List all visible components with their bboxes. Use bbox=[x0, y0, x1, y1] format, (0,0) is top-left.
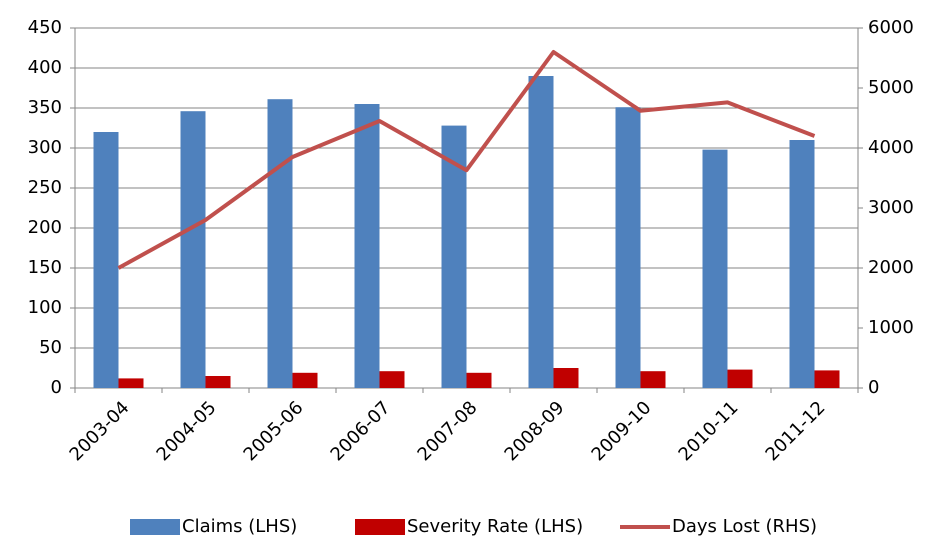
bar bbox=[466, 372, 492, 388]
y-tick-label: 400 bbox=[28, 57, 62, 78]
y-tick-label: 100 bbox=[28, 297, 62, 318]
bar bbox=[702, 149, 728, 388]
y-tick-label: 300 bbox=[28, 137, 62, 158]
bar bbox=[528, 76, 554, 388]
legend-swatch bbox=[130, 519, 180, 535]
x-tick-label: 2011-12 bbox=[762, 397, 830, 465]
bar bbox=[205, 376, 231, 388]
x-tick-label: 2008-09 bbox=[501, 397, 569, 465]
y2-tick-label: 2000 bbox=[868, 257, 914, 278]
line bbox=[117, 50, 816, 270]
y-tick-label: 150 bbox=[28, 257, 62, 278]
bar bbox=[93, 132, 119, 388]
bar bbox=[180, 111, 206, 388]
y2-tick-label: 1000 bbox=[868, 317, 914, 338]
bar bbox=[789, 140, 815, 388]
y-tick-label: 450 bbox=[28, 17, 62, 38]
bar bbox=[267, 99, 293, 388]
x-tick-label: 2007-08 bbox=[414, 397, 482, 465]
bar bbox=[379, 371, 405, 388]
x-tick-label: 2005-06 bbox=[240, 397, 308, 465]
legend-label: Days Lost (RHS) bbox=[672, 516, 817, 537]
y-tick-label: 50 bbox=[39, 337, 62, 358]
y2-tick-label: 4000 bbox=[868, 137, 914, 158]
y2-tick-label: 0 bbox=[868, 377, 879, 398]
bar bbox=[640, 371, 666, 388]
y-tick-label: 350 bbox=[28, 97, 62, 118]
x-tick-label: 2003-04 bbox=[66, 397, 134, 465]
y2-tick-label: 6000 bbox=[868, 17, 914, 38]
x-tick-label: 2010-11 bbox=[675, 397, 743, 465]
bar bbox=[553, 368, 579, 388]
bar bbox=[118, 378, 144, 388]
y-tick-label: 200 bbox=[28, 217, 62, 238]
bar bbox=[814, 370, 840, 388]
legend-swatch bbox=[355, 519, 405, 535]
bar bbox=[615, 107, 641, 388]
x-tick-label: 2006-07 bbox=[327, 397, 395, 465]
y2-tick-label: 5000 bbox=[868, 77, 914, 98]
bar bbox=[292, 372, 318, 388]
y2-tick-label: 3000 bbox=[868, 197, 914, 218]
legend-label: Severity Rate (LHS) bbox=[407, 516, 583, 537]
bar bbox=[727, 369, 753, 388]
x-tick-label: 2004-05 bbox=[153, 397, 221, 465]
bar bbox=[354, 104, 380, 388]
legend-label: Claims (LHS) bbox=[182, 516, 297, 537]
y-tick-label: 250 bbox=[28, 177, 62, 198]
y-tick-label: 0 bbox=[51, 377, 62, 398]
x-tick-label: 2009-10 bbox=[588, 397, 656, 465]
